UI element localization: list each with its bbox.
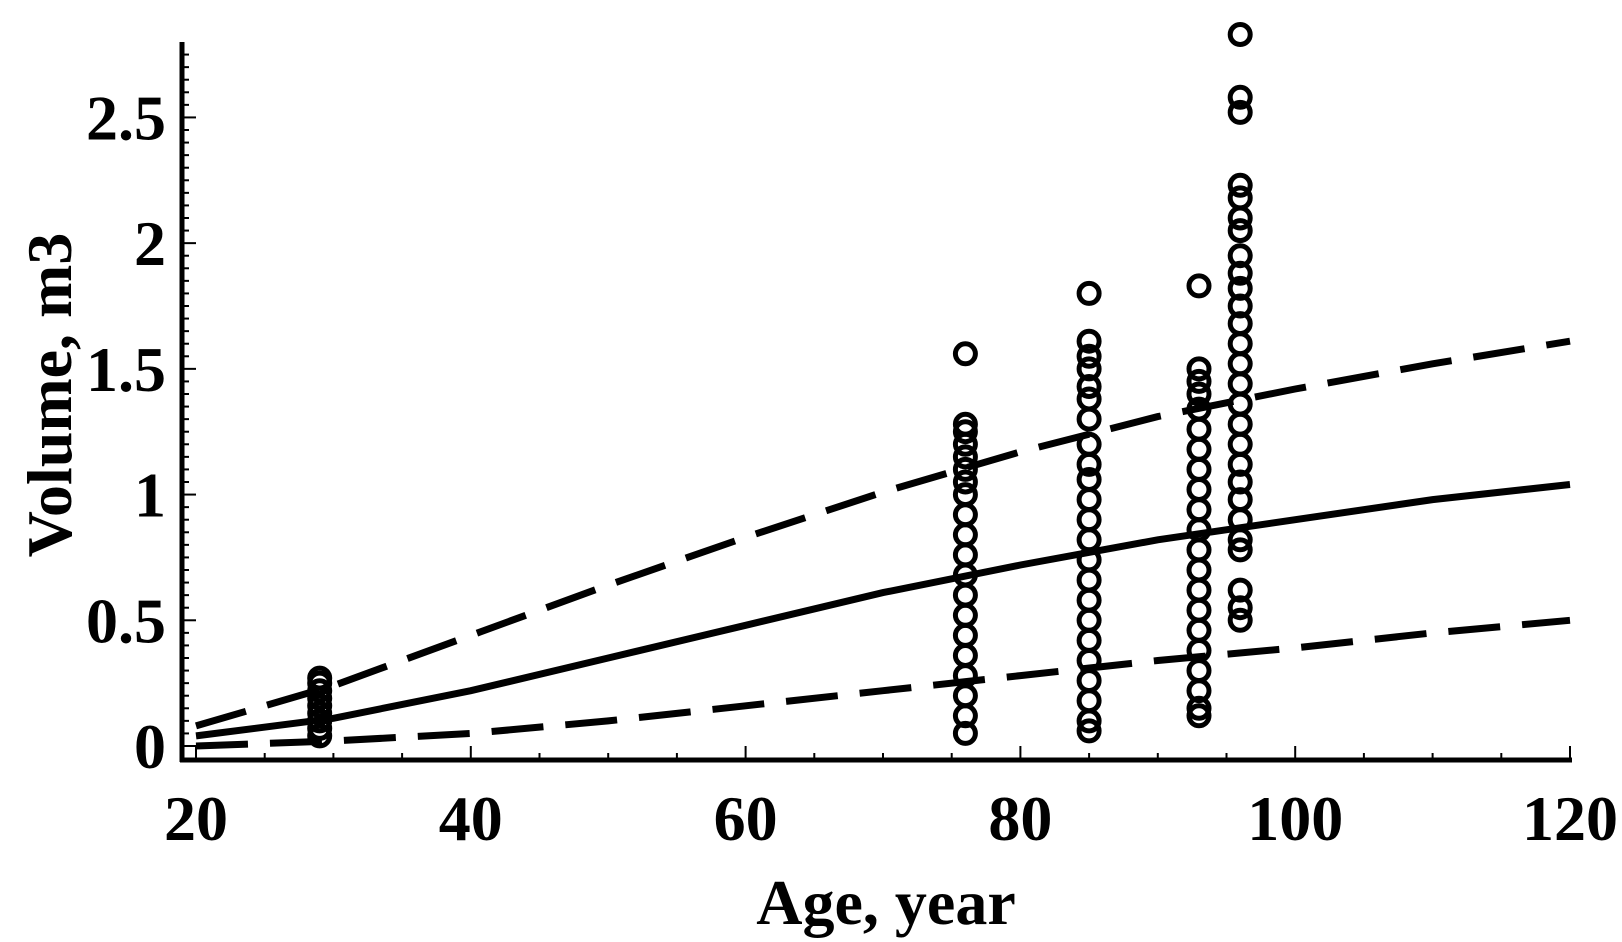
- data-point: [1186, 577, 1212, 603]
- x-tick-label: 60: [714, 783, 778, 854]
- data-point: [307, 678, 333, 704]
- data-point: [1076, 328, 1102, 354]
- data-point: [1186, 456, 1212, 482]
- data-point: [1186, 396, 1212, 422]
- data-point: [1076, 718, 1102, 744]
- data-points: [307, 22, 1253, 749]
- data-point: [1076, 467, 1102, 492]
- data-point: [1186, 617, 1212, 643]
- data-point: [1186, 356, 1212, 382]
- data-point: [952, 542, 978, 568]
- data-point: [1227, 22, 1253, 47]
- data-point: [1186, 597, 1212, 623]
- data-point: [952, 444, 978, 470]
- data-point: [1076, 607, 1102, 633]
- data-point: [1076, 587, 1102, 613]
- data-point: [952, 341, 978, 367]
- solid-mean-line-0: [195, 481, 1571, 740]
- data-point: [1227, 431, 1253, 457]
- data-point: [307, 708, 333, 734]
- x-tick-label: 100: [1247, 783, 1343, 854]
- fit-lines: [195, 337, 1571, 750]
- data-point: [1186, 273, 1212, 299]
- data-point: [1227, 172, 1253, 198]
- data-point: [1227, 185, 1253, 211]
- data-point: [952, 456, 978, 482]
- data-point: [952, 411, 978, 437]
- data-point: [1227, 411, 1253, 437]
- data-point: [1227, 99, 1253, 125]
- dashed-bound-line-1: [195, 337, 1571, 730]
- data-point: [307, 693, 333, 719]
- x-axis-title: Age, year: [756, 867, 1015, 938]
- y-tick-label: 1: [134, 460, 166, 531]
- data-point: [952, 602, 978, 628]
- data-point: [1076, 567, 1102, 593]
- data-point: [952, 582, 978, 608]
- data-point: [1076, 356, 1102, 382]
- y-tick-label: 1.5: [86, 334, 166, 405]
- data-point: [952, 482, 978, 508]
- data-point: [1076, 431, 1102, 457]
- data-point: [952, 643, 978, 668]
- y-tick-label: 0: [134, 711, 166, 782]
- y-axis-ticks: 0 0.5 1 1.5 2 2.5: [86, 53, 196, 782]
- data-point: [1227, 275, 1253, 301]
- data-point: [1076, 406, 1102, 432]
- data-point: [952, 522, 978, 548]
- data-point: [1227, 371, 1253, 397]
- data-point: [1186, 497, 1212, 523]
- data-point: [1076, 280, 1102, 306]
- data-point: [1186, 368, 1212, 394]
- data-point: [1186, 436, 1212, 462]
- data-point: [1076, 343, 1102, 369]
- data-point: [1227, 577, 1253, 603]
- data-point: [1076, 527, 1102, 553]
- data-point: [1186, 658, 1212, 684]
- data-point: [1076, 627, 1102, 653]
- data-point: [1186, 557, 1212, 583]
- x-tick-label: 80: [988, 783, 1052, 854]
- axes: [179, 42, 1572, 763]
- data-point: [1186, 381, 1212, 407]
- data-point: [1227, 218, 1253, 244]
- x-axis-ticks: 20 40 60 80 100 120: [164, 746, 1618, 854]
- data-point: [1227, 205, 1253, 231]
- data-point: [1076, 668, 1102, 694]
- data-point: [1227, 84, 1253, 110]
- x-tick-label: 120: [1522, 783, 1618, 854]
- data-point: [1186, 537, 1212, 563]
- data-point: [1227, 331, 1253, 357]
- y-tick-label: 2.5: [86, 82, 166, 153]
- data-point: [1227, 607, 1253, 633]
- data-point: [1076, 487, 1102, 513]
- dashed-bound-line-2: [195, 616, 1571, 750]
- data-point: [952, 622, 978, 648]
- data-point: [1076, 688, 1102, 714]
- x-tick-label: 40: [439, 783, 503, 854]
- data-point: [1076, 386, 1102, 412]
- data-point: [307, 665, 333, 691]
- data-point: [952, 683, 978, 709]
- data-point: [1227, 243, 1253, 269]
- y-tick-label: 0.5: [86, 585, 166, 656]
- y-tick-label: 2: [134, 208, 166, 279]
- data-point: [1227, 351, 1253, 377]
- data-point: [1076, 507, 1102, 533]
- x-tick-label: 20: [164, 783, 228, 854]
- data-point: [952, 502, 978, 528]
- data-point: [952, 469, 978, 495]
- data-point: [1186, 477, 1212, 502]
- data-point: [1186, 416, 1212, 442]
- y-axis-title: Volume, m3: [14, 233, 85, 558]
- data-point: [1227, 537, 1253, 563]
